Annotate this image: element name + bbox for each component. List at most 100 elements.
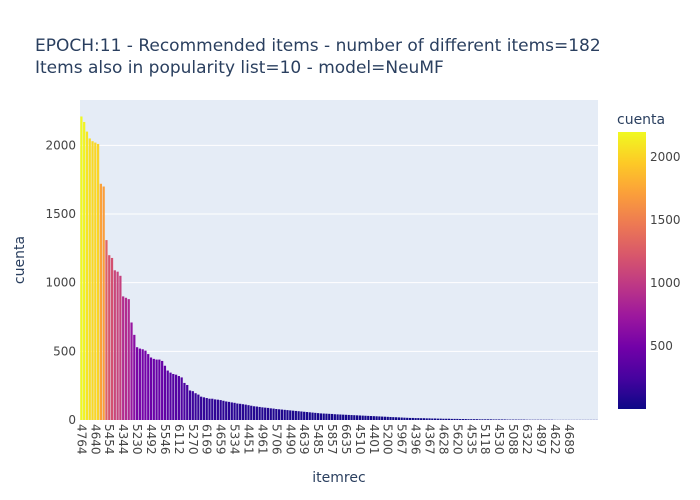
bar bbox=[138, 348, 141, 420]
colorbar-tick-label: 500 bbox=[650, 339, 673, 353]
bar bbox=[361, 415, 364, 420]
bar bbox=[417, 418, 420, 420]
bar bbox=[133, 334, 136, 420]
bar bbox=[428, 418, 431, 420]
bar bbox=[119, 275, 122, 420]
bar bbox=[433, 418, 437, 420]
bar bbox=[180, 377, 183, 420]
bar bbox=[280, 409, 284, 420]
bar bbox=[227, 401, 231, 420]
bar bbox=[467, 419, 470, 420]
x-tick-label: 5454 bbox=[102, 424, 116, 455]
colorbar-tick-label: 1000 bbox=[650, 276, 681, 290]
bar bbox=[216, 399, 219, 420]
x-tick-label: 4490 bbox=[283, 424, 297, 455]
bar bbox=[436, 418, 439, 420]
bar bbox=[403, 417, 406, 420]
bar bbox=[172, 373, 175, 420]
y-tick-labels: 0 500 1000 1500 2000 bbox=[45, 138, 76, 427]
bar bbox=[495, 419, 498, 420]
y-axis-label: cuenta bbox=[12, 236, 28, 284]
x-tick-label: 4640 bbox=[88, 424, 102, 455]
bar bbox=[147, 354, 150, 420]
bar bbox=[135, 347, 139, 420]
bar bbox=[289, 410, 292, 420]
bar bbox=[219, 400, 222, 420]
bar bbox=[261, 407, 264, 420]
bar bbox=[80, 116, 83, 420]
x-tick-label: 5546 bbox=[158, 424, 172, 455]
bar bbox=[269, 408, 272, 420]
bar bbox=[484, 419, 487, 420]
bar bbox=[130, 322, 133, 420]
bar bbox=[422, 418, 426, 420]
x-tick-label: 4492 bbox=[144, 424, 158, 455]
bar bbox=[264, 407, 267, 420]
bar bbox=[406, 417, 409, 420]
bar bbox=[336, 414, 339, 420]
bar bbox=[305, 412, 309, 420]
y-gridlines bbox=[80, 144, 598, 352]
x-tick-label: 5485 bbox=[311, 424, 325, 455]
bar bbox=[372, 416, 375, 420]
bar bbox=[397, 417, 400, 420]
bar bbox=[442, 418, 445, 420]
bar bbox=[127, 299, 130, 420]
bar bbox=[464, 419, 467, 420]
x-tick-label: 4639 bbox=[297, 424, 311, 455]
bar bbox=[461, 419, 465, 420]
bar bbox=[99, 183, 102, 420]
bar bbox=[456, 418, 459, 420]
bar bbox=[96, 143, 100, 420]
bar bbox=[411, 417, 414, 420]
bar bbox=[275, 409, 278, 420]
bar bbox=[113, 270, 116, 420]
bar bbox=[322, 413, 325, 420]
bar bbox=[447, 418, 451, 420]
bar bbox=[233, 402, 236, 420]
bar bbox=[328, 413, 331, 420]
bar bbox=[222, 400, 225, 420]
bar bbox=[344, 414, 348, 420]
bar bbox=[353, 415, 356, 420]
bar bbox=[186, 384, 189, 420]
bar bbox=[225, 401, 228, 420]
bar bbox=[174, 374, 178, 420]
x-tick-label: 4897 bbox=[534, 424, 548, 455]
bar bbox=[481, 419, 484, 420]
bar bbox=[247, 405, 250, 420]
x-tick-label: 5270 bbox=[186, 424, 200, 455]
bar bbox=[241, 404, 245, 420]
x-tick-label: 5118 bbox=[478, 424, 492, 455]
bar bbox=[152, 358, 155, 420]
bar bbox=[472, 419, 476, 420]
x-tick-label: 5230 bbox=[130, 424, 144, 455]
bar bbox=[350, 415, 353, 420]
bar bbox=[303, 411, 306, 420]
bar bbox=[102, 186, 105, 420]
bar bbox=[239, 403, 242, 420]
bar bbox=[459, 419, 462, 420]
bar bbox=[294, 410, 297, 420]
x-tick-label: 5334 bbox=[228, 424, 242, 455]
bar bbox=[94, 142, 97, 420]
bar bbox=[339, 414, 342, 420]
bar bbox=[498, 419, 501, 420]
bar bbox=[408, 417, 412, 420]
bar bbox=[194, 393, 197, 420]
x-tick-label: 4764 bbox=[74, 424, 88, 455]
bar bbox=[141, 349, 144, 420]
bar bbox=[314, 412, 317, 420]
x-tick-label: 5088 bbox=[506, 424, 520, 455]
x-tick-label: 4628 bbox=[436, 424, 450, 455]
bar bbox=[272, 408, 275, 420]
bar bbox=[392, 417, 395, 420]
bar bbox=[286, 410, 289, 420]
chart-title-line2: Items also in popularity list=10 - model… bbox=[35, 58, 444, 78]
bar bbox=[169, 372, 172, 420]
bar bbox=[83, 121, 86, 420]
bar bbox=[230, 402, 233, 420]
bar bbox=[492, 419, 495, 420]
bar bbox=[355, 415, 359, 420]
